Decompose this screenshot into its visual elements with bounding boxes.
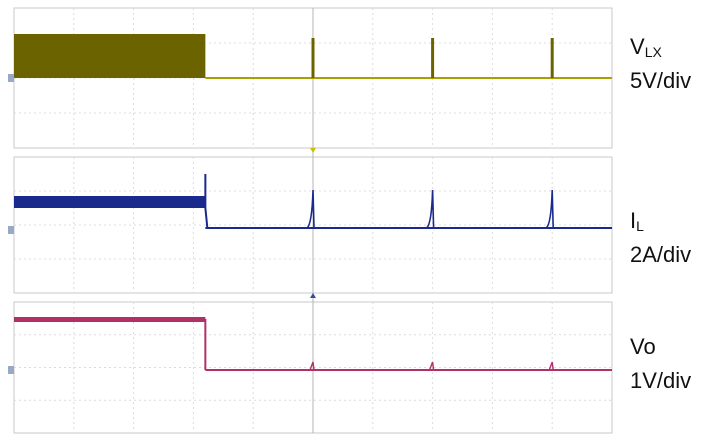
il-spike-1	[425, 189, 435, 229]
il-spike-2	[545, 189, 554, 229]
il-high-band	[14, 196, 206, 208]
vo-spike-2	[548, 361, 554, 371]
trace-label-il: IL	[630, 208, 644, 234]
trace-label-vo: Vo	[630, 334, 656, 359]
trace-scale-il: 2A/div	[630, 242, 692, 267]
vlx-switching-band	[14, 34, 206, 78]
ground-marker-1	[8, 226, 14, 234]
ground-marker-2	[8, 366, 14, 374]
scope-grid	[8, 7, 613, 434]
il-spike-0	[306, 189, 315, 229]
vo-spike-1	[428, 361, 435, 371]
trace-scale-vo: 1V/div	[630, 368, 692, 393]
il-transition	[204, 174, 209, 229]
vlx-spike-2	[550, 38, 554, 78]
ground-marker-0	[8, 74, 14, 82]
trace-label-vlx: VLX	[630, 34, 662, 60]
vo-spike-0	[309, 361, 315, 371]
trigger-marker-1	[310, 148, 316, 153]
trace-scale-vlx: 5V/div	[630, 68, 692, 93]
vlx-spike-0	[311, 38, 315, 78]
vo-high-band	[14, 317, 206, 322]
scope-traces	[14, 34, 612, 371]
trigger-marker-2	[310, 293, 316, 298]
vlx-spike-1	[431, 38, 435, 78]
